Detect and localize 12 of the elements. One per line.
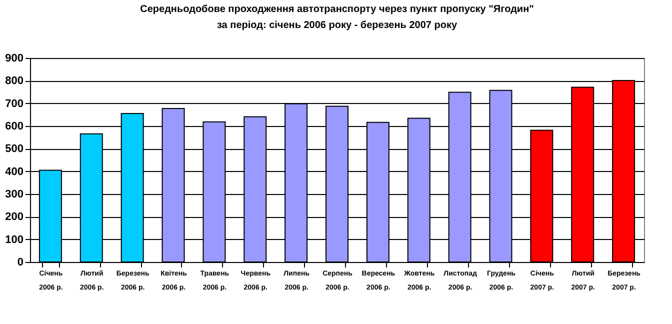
y-tick-label: 500 (5, 143, 24, 156)
y-tick-label: 0 (17, 256, 24, 268)
y-tick-label: 300 (5, 188, 24, 200)
y-tick-label: 200 (5, 211, 24, 224)
y-tick-label: 400 (5, 166, 24, 178)
y-tick-label: 800 (5, 75, 24, 88)
y-tick-label: 900 (5, 52, 24, 64)
y-tick-label: 600 (5, 120, 24, 132)
chart-subtitle: за період: січень 2006 року - березень 2007 року (216, 20, 458, 31)
y-tick-label: 100 (5, 234, 24, 246)
chart-title: Середньодобове проходження автотранспорту через пункт пропуску "Ягодин" (140, 4, 534, 15)
y-tick-label: 700 (5, 98, 24, 110)
